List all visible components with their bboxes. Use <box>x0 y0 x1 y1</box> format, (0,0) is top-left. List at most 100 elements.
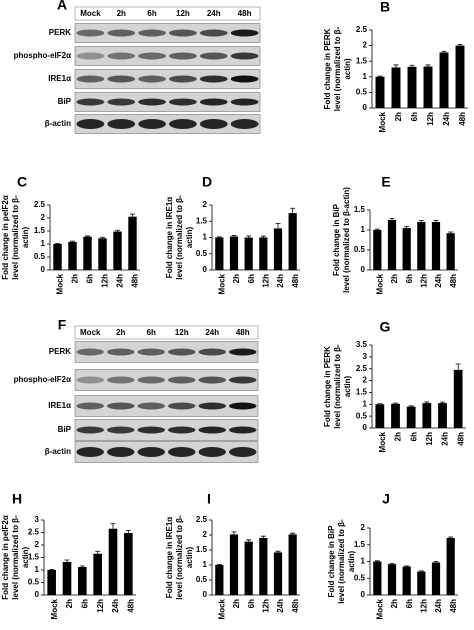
error-bar <box>49 569 55 570</box>
blot-band <box>229 447 257 457</box>
y-axis-label: level (normalized to β- <box>333 26 342 111</box>
panel-letter: C <box>17 174 27 190</box>
blot-band <box>198 426 226 434</box>
y-tick-label: 0 <box>203 590 208 599</box>
error-bar <box>404 226 410 228</box>
x-tick-label: 24h <box>111 599 120 613</box>
blot-band <box>230 29 259 37</box>
error-bar <box>374 560 380 562</box>
blot-band <box>76 119 105 129</box>
panel-letter: D <box>202 174 212 190</box>
y-tick-label: 2.5 <box>28 528 40 537</box>
bar <box>78 567 87 595</box>
lane-label: 12h <box>176 9 190 18</box>
y-tick-label: 2 <box>203 530 208 539</box>
error-bar <box>110 523 116 529</box>
blot-band <box>76 376 104 384</box>
y-tick-label: 1 <box>361 557 366 566</box>
bar <box>453 369 463 428</box>
y-tick-label: 1.5 <box>196 216 208 225</box>
y-axis-label: Fold change in PERK <box>323 346 332 427</box>
panel-letter: J <box>382 491 390 507</box>
lane-label: Mock <box>80 9 101 18</box>
blot-strip <box>74 395 259 417</box>
bar <box>124 533 133 595</box>
lane-label: Mock <box>80 328 101 337</box>
error-bar <box>441 50 447 53</box>
y-axis-label: level (normalized to β- <box>175 515 184 600</box>
panel-letter: A <box>57 0 67 13</box>
x-tick-label: 24h <box>116 274 125 288</box>
blot-band <box>107 376 135 384</box>
bar <box>288 213 297 270</box>
y-tick-label: 3 <box>363 352 368 361</box>
y-tick-label: 1 <box>203 233 208 242</box>
error-bar <box>425 64 431 67</box>
blot-row-label: BiP <box>58 425 72 434</box>
y-tick-label: 2 <box>41 213 46 222</box>
bar <box>244 237 253 270</box>
y-axis-label: Fold change in IRE1α <box>165 197 174 278</box>
error-bar <box>130 213 135 217</box>
blot-band <box>169 52 197 60</box>
error-bar <box>216 564 222 565</box>
x-tick-label: 2h <box>232 274 241 283</box>
error-bar <box>377 75 383 77</box>
blot-band <box>107 98 136 106</box>
error-bar <box>424 401 430 404</box>
bar <box>446 233 455 270</box>
blot-band <box>137 402 165 410</box>
x-tick-label: Mock <box>378 431 387 452</box>
lane-label: 48h <box>238 9 252 18</box>
error-bar <box>409 64 415 67</box>
error-bar <box>389 218 395 220</box>
x-tick-label: 48h <box>458 112 467 126</box>
y-tick-label: 1 <box>203 560 208 569</box>
bar <box>62 562 72 595</box>
y-tick-label: 0.5 <box>354 245 366 254</box>
blot-band <box>138 75 166 83</box>
error-bar <box>389 563 395 565</box>
blot-band <box>107 447 135 457</box>
blot-strip <box>74 419 259 441</box>
x-tick-label: 12h <box>426 112 435 126</box>
y-tick-label: 0 <box>203 265 208 274</box>
bar <box>259 538 268 595</box>
bar <box>47 570 56 595</box>
x-tick-label: 48h <box>449 599 458 613</box>
y-tick-label: 1.5 <box>34 226 46 235</box>
y-axis-label: level (normalized to β- <box>11 515 20 600</box>
blot-band <box>169 29 197 37</box>
x-tick-label: 24h <box>276 599 285 613</box>
bar <box>229 236 239 270</box>
error-bar <box>79 565 85 567</box>
error-bar <box>418 570 424 572</box>
bar <box>391 403 400 428</box>
y-axis-label: level (normalized to β- <box>175 195 184 280</box>
y-axis-label: actin) <box>185 547 194 569</box>
y-tick-label: 0.5 <box>28 578 40 587</box>
blot-band <box>199 98 228 106</box>
bar <box>53 244 62 270</box>
blot-band <box>107 75 136 83</box>
y-tick-label: 2.5 <box>34 200 46 209</box>
blot-strip <box>74 23 261 43</box>
x-tick-label: 48h <box>291 599 300 613</box>
y-tick-label: 1.5 <box>354 205 366 214</box>
x-tick-label: 24h <box>276 274 285 288</box>
x-tick-label: Mock <box>50 598 59 619</box>
blot-row-label: β-actin <box>45 447 71 456</box>
error-bar <box>275 223 281 229</box>
bar <box>402 228 411 270</box>
blot-band <box>107 29 136 37</box>
bar <box>455 45 465 108</box>
blot-strip <box>74 369 259 391</box>
x-tick-label: 6h <box>410 112 419 121</box>
lane-label: 24h <box>207 9 221 18</box>
error-bar <box>393 64 399 68</box>
y-axis-label: actin) <box>21 227 30 249</box>
y-axis-label: actin) <box>21 547 30 569</box>
y-tick-label: 0.5 <box>34 252 46 261</box>
blot-band <box>229 402 257 410</box>
error-bar <box>216 236 222 238</box>
